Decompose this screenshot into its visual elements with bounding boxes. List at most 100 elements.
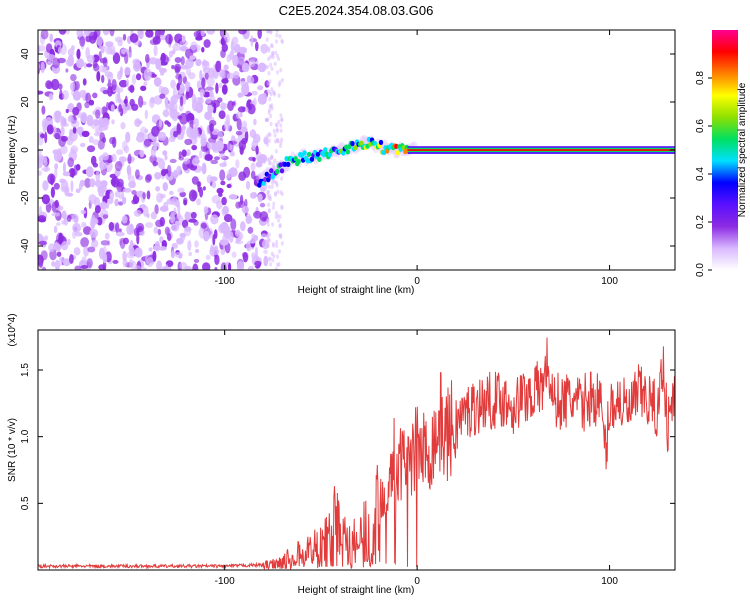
noise-blob bbox=[66, 215, 72, 222]
noise-blob bbox=[249, 239, 256, 244]
noise-blob bbox=[67, 238, 71, 245]
noise-blob bbox=[143, 138, 152, 147]
noise-blob bbox=[80, 265, 89, 269]
noise-blob bbox=[172, 43, 182, 52]
noise-blob bbox=[185, 80, 190, 93]
noise-blob bbox=[187, 240, 192, 251]
noise-blob bbox=[136, 190, 145, 198]
noise-blob bbox=[74, 80, 80, 91]
noise-blob bbox=[60, 145, 68, 155]
noise-blob bbox=[188, 189, 197, 202]
noise-blob bbox=[235, 111, 241, 119]
noise-blob bbox=[99, 58, 108, 64]
noise-blob bbox=[227, 169, 235, 177]
noise-blob bbox=[158, 246, 167, 251]
noise-blob bbox=[278, 80, 282, 85]
noise-blob bbox=[112, 259, 119, 264]
noise-blob bbox=[279, 68, 283, 73]
noise-blob bbox=[143, 68, 152, 81]
noise-blob bbox=[160, 87, 169, 96]
noise-blob bbox=[96, 35, 103, 47]
carrier-band bbox=[407, 149, 675, 151]
noise-blob bbox=[240, 221, 246, 232]
noise-blob bbox=[158, 67, 167, 74]
noise-blob bbox=[252, 157, 256, 162]
noise-blob bbox=[261, 64, 270, 70]
noise-blob bbox=[211, 181, 217, 189]
noise-blob bbox=[211, 195, 221, 204]
noise-blob bbox=[95, 170, 100, 182]
noise-blob bbox=[215, 60, 222, 73]
noise-blob bbox=[276, 189, 280, 195]
noise-blob bbox=[123, 99, 128, 104]
noise-blob bbox=[231, 251, 237, 258]
noise-blob bbox=[270, 43, 273, 48]
noise-blob bbox=[70, 180, 74, 193]
noise-blob bbox=[102, 137, 106, 143]
noise-blob bbox=[171, 94, 178, 105]
noise-blob bbox=[86, 258, 93, 269]
noise-blob bbox=[49, 33, 53, 43]
noise-blob bbox=[129, 84, 135, 94]
noise-blob bbox=[174, 65, 180, 74]
noise-blob bbox=[149, 97, 155, 109]
noise-blob bbox=[54, 166, 58, 179]
noise-blob bbox=[266, 89, 270, 94]
spectrogram-y-axis-label: Frequency (Hz) bbox=[7, 116, 18, 185]
noise-blob bbox=[124, 52, 129, 64]
signal-point bbox=[395, 150, 401, 156]
noise-blob bbox=[65, 58, 74, 67]
noise-blob bbox=[270, 66, 274, 72]
noise-blob bbox=[115, 93, 119, 104]
noise-blob bbox=[173, 130, 178, 138]
noise-blob bbox=[272, 90, 276, 96]
noise-blob bbox=[280, 78, 284, 83]
signal-point bbox=[269, 168, 274, 174]
noise-blob bbox=[266, 167, 269, 172]
noise-blob bbox=[65, 108, 69, 114]
noise-blob bbox=[157, 158, 166, 170]
noise-blob bbox=[275, 138, 279, 143]
signal-point bbox=[284, 156, 289, 162]
noise-blob bbox=[185, 67, 191, 76]
noise-blob bbox=[241, 62, 250, 73]
noise-blob bbox=[139, 204, 147, 209]
signal-point bbox=[341, 150, 346, 156]
noise-blob bbox=[179, 262, 188, 270]
noise-blob bbox=[51, 212, 61, 217]
noise-blob bbox=[38, 90, 44, 95]
noise-blob bbox=[245, 213, 252, 224]
noise-blob bbox=[138, 95, 144, 108]
noise-blob bbox=[176, 82, 180, 91]
noise-blob bbox=[177, 115, 183, 120]
noise-blob bbox=[249, 192, 258, 199]
noise-blob bbox=[108, 221, 115, 231]
snr-plot-area bbox=[38, 330, 675, 570]
noise-blob bbox=[38, 137, 44, 146]
noise-blob bbox=[53, 242, 62, 252]
noise-blob bbox=[279, 113, 283, 118]
x-tick-label: -100 bbox=[215, 576, 235, 587]
noise-blob bbox=[203, 39, 211, 48]
noise-blob bbox=[268, 132, 272, 137]
signal-point bbox=[317, 156, 322, 162]
noise-blob bbox=[109, 137, 116, 145]
noise-blob bbox=[238, 30, 247, 35]
noise-blob bbox=[185, 110, 192, 119]
noise-blob bbox=[178, 73, 183, 86]
y-tick-label: 1.0 bbox=[20, 429, 31, 443]
noise-blob bbox=[80, 209, 87, 215]
noise-blob bbox=[279, 123, 283, 128]
noise-blob bbox=[278, 214, 282, 219]
noise-blob bbox=[159, 93, 166, 99]
noise-blob bbox=[88, 31, 98, 40]
noise-blob bbox=[178, 151, 182, 159]
noise-blob bbox=[241, 252, 247, 258]
noise-blob bbox=[86, 63, 93, 68]
noise-blob bbox=[218, 153, 226, 159]
noise-blob bbox=[270, 53, 274, 58]
noise-blob bbox=[177, 203, 181, 214]
noise-blob bbox=[57, 46, 63, 54]
signal-point bbox=[282, 161, 288, 167]
noise-blob bbox=[267, 208, 271, 213]
